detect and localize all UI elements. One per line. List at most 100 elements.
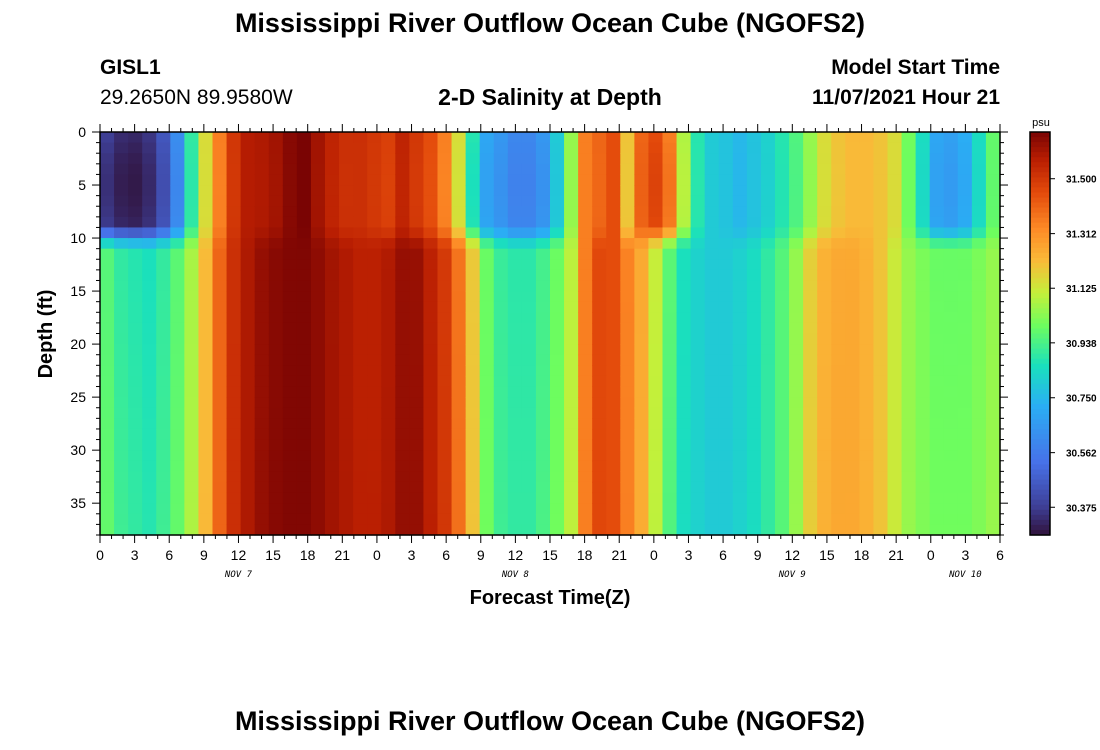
heatmap-cell — [128, 428, 143, 441]
heatmap-cell — [648, 365, 664, 377]
heatmap-cell — [901, 142, 917, 154]
heatmap-cell — [339, 439, 354, 451]
heatmap-cell — [184, 280, 200, 292]
heatmap-cell — [142, 174, 157, 186]
x-tick-label: 12 — [231, 547, 247, 563]
heatmap-cell — [592, 492, 607, 504]
heatmap-cell — [873, 492, 889, 504]
heatmap-cell — [226, 418, 242, 430]
heatmap-cell — [325, 259, 340, 271]
heatmap-cell — [732, 481, 748, 494]
heatmap-cell — [831, 397, 846, 409]
heatmap-cell — [282, 471, 298, 483]
heatmap-cell — [746, 185, 762, 197]
heatmap-cell — [550, 513, 565, 525]
heatmap-cell — [296, 354, 312, 366]
heatmap-cell — [479, 259, 495, 271]
heatmap-cell — [620, 312, 635, 324]
heatmap-cell — [100, 195, 115, 207]
heatmap-cell — [282, 481, 298, 494]
heatmap-cell — [803, 238, 818, 250]
heatmap-cell — [676, 481, 692, 494]
heatmap-cell — [606, 322, 621, 335]
heatmap-cell — [915, 248, 931, 260]
heatmap-cell — [170, 163, 185, 176]
heatmap-cell — [606, 439, 621, 451]
heatmap-cell — [873, 344, 889, 356]
heatmap-cell — [507, 492, 523, 504]
heatmap-cell — [775, 418, 790, 430]
heatmap-cell — [831, 354, 846, 366]
heatmap-cell — [240, 386, 256, 398]
heatmap-cell — [550, 174, 565, 186]
heatmap-cell — [873, 216, 889, 229]
heatmap-cell — [662, 280, 678, 292]
heatmap-cell — [353, 333, 368, 345]
heatmap-cell — [690, 513, 706, 525]
heatmap-cell — [634, 428, 650, 441]
heatmap-cell — [859, 481, 875, 494]
heatmap-cell — [676, 397, 692, 409]
heatmap-cell — [100, 503, 115, 515]
heatmap-cell — [451, 185, 467, 197]
heatmap-cell — [704, 524, 720, 536]
heatmap-cell — [310, 269, 326, 282]
heatmap-cell — [789, 206, 804, 218]
heatmap-cell — [578, 492, 593, 504]
heatmap-cell — [254, 291, 270, 303]
heatmap-cell — [423, 397, 439, 409]
heatmap-cell — [746, 524, 762, 536]
heatmap-cell — [353, 238, 368, 250]
footer-title: Mississippi River Outflow Ocean Cube (NG… — [234, 706, 866, 736]
colorbar-segment — [1030, 404, 1050, 410]
heatmap-cell — [226, 195, 242, 207]
heatmap-cell — [662, 471, 678, 483]
heatmap-cell — [760, 439, 776, 451]
colorbar-segment — [1030, 323, 1050, 330]
heatmap-cell — [915, 206, 931, 218]
heatmap-cell — [831, 142, 846, 154]
heatmap-cell — [592, 259, 607, 271]
heatmap-cell — [620, 216, 635, 229]
heatmap-cell — [451, 492, 467, 504]
heatmap-cell — [268, 195, 284, 207]
heatmap-cell — [184, 407, 200, 419]
colorbar-segment — [1030, 162, 1050, 168]
heatmap-cell — [620, 227, 635, 239]
heatmap-cell — [114, 132, 129, 144]
heatmap-cell — [493, 450, 509, 462]
heatmap-cell — [254, 471, 270, 483]
heatmap-cell — [128, 407, 143, 419]
heatmap-cell — [985, 206, 1001, 218]
heatmap-cell — [746, 142, 762, 154]
heatmap-cell — [592, 471, 607, 483]
heatmap-cell — [550, 312, 565, 324]
heatmap-cell — [268, 354, 284, 366]
heatmap-cell — [184, 365, 200, 377]
heatmap-cell — [943, 513, 959, 525]
heatmap-cell — [789, 354, 804, 366]
heatmap-cell — [887, 132, 903, 144]
heatmap-cell — [915, 269, 931, 282]
heatmap-cell — [268, 418, 284, 430]
heatmap-cell — [929, 227, 945, 239]
heatmap-cell — [943, 354, 959, 366]
heatmap-cell — [662, 163, 678, 176]
heatmap-cell — [760, 238, 776, 250]
heatmap-cell — [451, 174, 467, 186]
heatmap-cell — [971, 471, 987, 483]
heatmap-cell — [985, 248, 1001, 260]
colorbar-tick-label: 30.938 — [1066, 339, 1097, 350]
heatmap-cell — [310, 471, 326, 483]
heatmap-cell — [915, 471, 931, 483]
heatmap-cell — [325, 174, 340, 186]
heatmap-cell — [915, 439, 931, 451]
heatmap-cell — [451, 163, 467, 176]
heatmap-cell — [381, 524, 396, 536]
heatmap-cell — [957, 471, 973, 483]
heatmap-cell — [859, 280, 875, 292]
heatmap-cell — [479, 142, 495, 154]
heatmap-cell — [985, 163, 1001, 176]
heatmap-cell — [100, 460, 115, 472]
heatmap-cell — [451, 291, 467, 303]
